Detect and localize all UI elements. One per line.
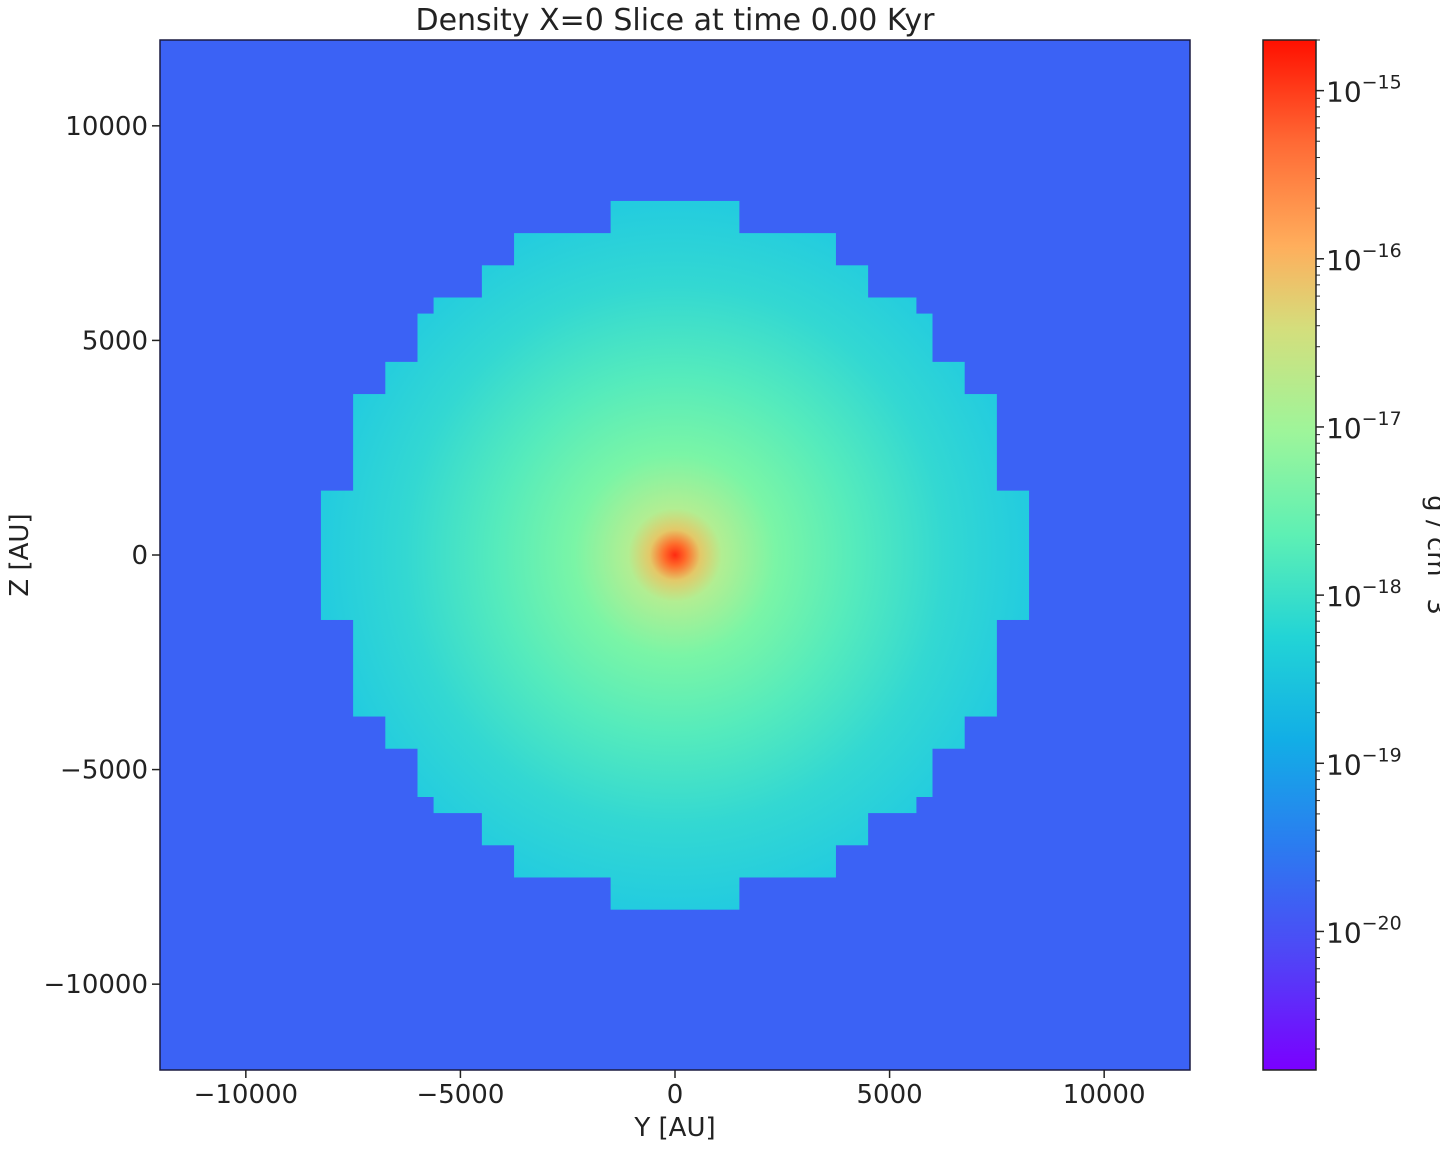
cloud-cell-row xyxy=(514,844,836,878)
colorbar-tick-label: 10−20 xyxy=(1326,912,1402,949)
cloud-cell-row xyxy=(514,233,836,266)
x-tick-label: 0 xyxy=(667,1080,684,1110)
y-tick-label: 0 xyxy=(131,541,148,571)
y-tick-label: 10000 xyxy=(65,112,148,142)
y-axis-label: Z [AU] xyxy=(5,513,35,596)
x-axis-label: Y [AU] xyxy=(633,1113,715,1143)
x-axis-ticks: −10000 −5000 0 5000 10000 xyxy=(194,1070,1146,1110)
density-cloud xyxy=(320,200,1030,910)
cloud-cell-row xyxy=(353,619,997,717)
cloud-cell-row xyxy=(481,265,869,299)
colorbar-tick-label: 10−16 xyxy=(1326,240,1402,277)
cloud-cell-row xyxy=(433,796,917,814)
cloud-cell-row xyxy=(433,297,917,315)
colorbar-label: g / cm^3 xyxy=(1421,495,1440,615)
chart-title: Density X=0 Slice at time 0.00 Kyr xyxy=(415,3,935,38)
colorbar-tick-label: 10−15 xyxy=(1326,72,1402,109)
y-tick-label: 5000 xyxy=(82,326,148,356)
cloud-cell-row xyxy=(385,715,965,749)
colorbar xyxy=(1263,40,1316,1070)
colorbar-tick-label: 10−17 xyxy=(1326,408,1402,445)
colorbar-tick-label: 10−19 xyxy=(1326,744,1402,781)
cloud-cell-row xyxy=(481,812,869,846)
cloud-cell-row xyxy=(417,313,933,363)
x-tick-label: −10000 xyxy=(194,1080,299,1110)
y-tick-label: −5000 xyxy=(60,756,148,786)
colorbar-tick-label: 10−18 xyxy=(1326,576,1402,613)
cloud-cell-row xyxy=(320,490,1030,620)
cloud-cell-row xyxy=(353,394,997,492)
y-axis-ticks: 10000 5000 0 −5000 −10000 xyxy=(44,112,160,1000)
x-tick-label: −5000 xyxy=(416,1080,504,1110)
x-tick-label: 10000 xyxy=(1063,1080,1146,1110)
cloud-cell-row xyxy=(610,876,740,910)
cloud-cell-row xyxy=(417,748,933,798)
colorbar-ticks: 10−15 10−16 10−17 10−18 10−19 10−20 xyxy=(1316,39,1402,1050)
x-tick-label: 5000 xyxy=(856,1080,922,1110)
colorbar-frame xyxy=(1262,39,1317,1071)
y-tick-label: −10000 xyxy=(44,970,149,1000)
cloud-cell-row xyxy=(385,361,965,395)
cloud-cell-row xyxy=(610,200,740,234)
